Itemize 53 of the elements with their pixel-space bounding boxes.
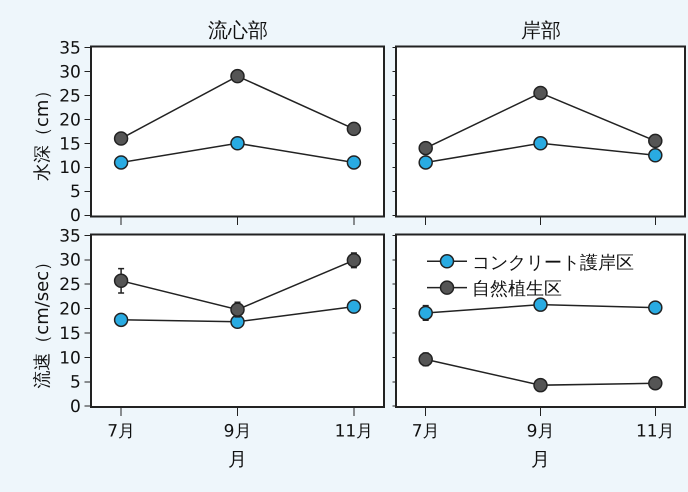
y-tick-label: 10 — [59, 348, 81, 368]
point — [648, 134, 663, 148]
x-tick-label: 9月 — [526, 421, 554, 442]
point — [230, 136, 245, 151]
x-tick-label: 7月 — [107, 421, 136, 442]
y-tick-label: 5 — [70, 372, 81, 393]
x-tick-label: 7月 — [412, 421, 440, 442]
x-tick-label: 11月 — [636, 421, 675, 442]
point — [114, 131, 128, 146]
y-tick-label: 15 — [59, 134, 81, 154]
point — [346, 253, 362, 268]
y-tick-label: 20 — [59, 110, 81, 130]
y-tick-label: 5 — [70, 182, 81, 202]
y-tick-label: 0 — [70, 206, 81, 226]
y-tick-label: 25 — [59, 86, 81, 106]
x-axis-title: 月 — [228, 448, 247, 471]
y-tick-label: 30 — [59, 250, 81, 271]
y-tick-label: 15 — [59, 324, 81, 344]
y-tick-label: 10 — [59, 158, 81, 178]
point — [346, 299, 362, 314]
chart-title: 岸部 — [521, 18, 561, 42]
y-tick-label: 20 — [59, 300, 81, 320]
point — [648, 148, 663, 163]
y-axis-title: 水深（cm） — [32, 82, 53, 182]
point — [230, 302, 245, 317]
y-tick-label: 35 — [59, 226, 81, 246]
x-tick-label: 9月 — [224, 421, 252, 442]
chart-title: 流心部 — [208, 18, 268, 42]
point — [114, 155, 128, 170]
y-tick-label: 0 — [70, 397, 81, 418]
y-tick-label: 35 — [59, 38, 81, 58]
point — [533, 378, 548, 392]
legend-label: 自然植生区 — [472, 278, 562, 300]
point — [533, 297, 548, 312]
y-tick-label: 30 — [59, 62, 81, 82]
point — [418, 155, 433, 170]
point — [533, 86, 548, 100]
point — [114, 274, 128, 288]
x-axis-title: 月 — [531, 448, 550, 471]
point — [346, 155, 362, 170]
point — [648, 376, 663, 390]
x-tick-label: 11月 — [334, 421, 374, 442]
point — [418, 140, 433, 156]
point — [648, 300, 663, 315]
point — [114, 312, 128, 328]
y-tick-label: 25 — [59, 275, 81, 296]
point — [418, 306, 433, 320]
point — [418, 352, 433, 367]
point — [230, 68, 245, 84]
y-axis-title: 流速（cm/sec） — [32, 252, 53, 389]
legend-label: コンクリート護岸区 — [472, 252, 634, 274]
point — [346, 122, 362, 136]
point — [533, 136, 548, 151]
